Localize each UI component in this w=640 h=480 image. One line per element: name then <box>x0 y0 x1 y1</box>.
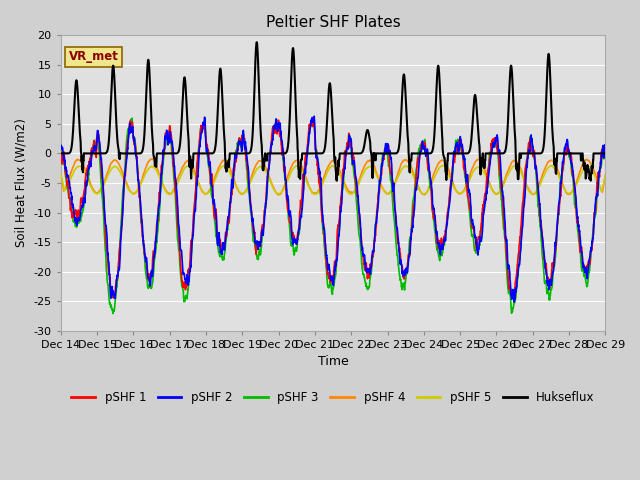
Legend: pSHF 1, pSHF 2, pSHF 3, pSHF 4, pSHF 5, Hukseflux: pSHF 1, pSHF 2, pSHF 3, pSHF 4, pSHF 5, … <box>67 387 599 409</box>
Y-axis label: Soil Heat Flux (W/m2): Soil Heat Flux (W/m2) <box>15 119 28 247</box>
X-axis label: Time: Time <box>317 355 348 368</box>
Title: Peltier SHF Plates: Peltier SHF Plates <box>266 15 401 30</box>
Text: VR_met: VR_met <box>69 50 119 63</box>
